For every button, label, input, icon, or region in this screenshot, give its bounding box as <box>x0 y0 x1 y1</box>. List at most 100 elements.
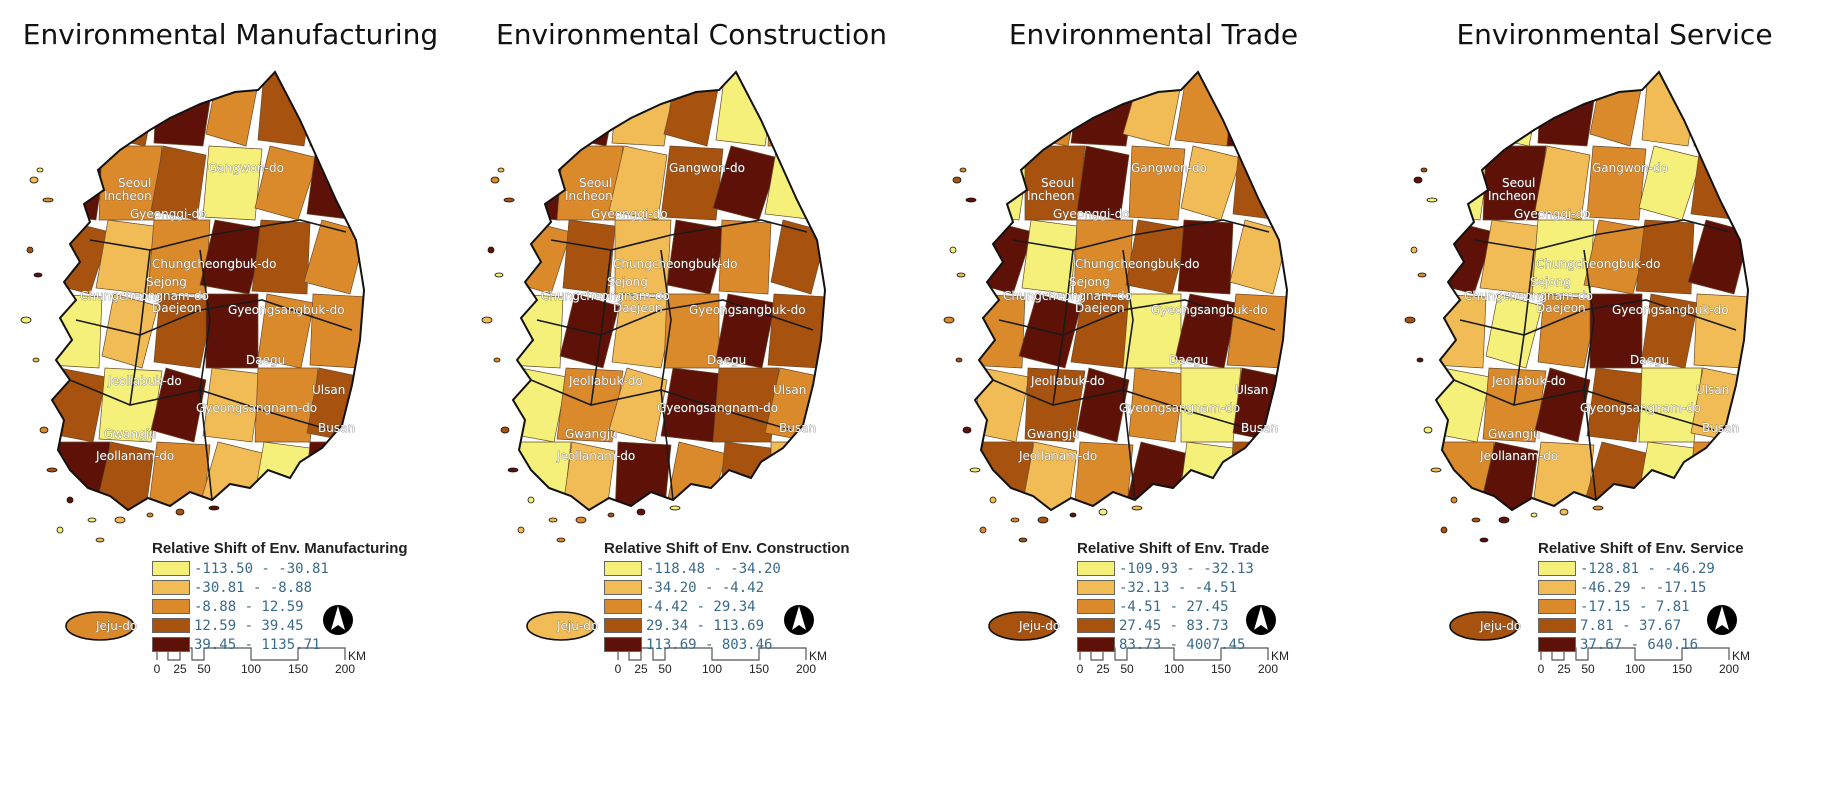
district-region <box>562 219 616 295</box>
scale-tick-label: 150 <box>288 662 308 676</box>
region-label: Daejeon <box>152 301 202 315</box>
island <box>208 505 220 511</box>
region-label: Gyeongsangbuk-do <box>689 303 806 317</box>
district-region <box>101 72 159 147</box>
region-label: Daejeon <box>613 301 663 315</box>
legend-swatch <box>1538 599 1576 614</box>
district-region <box>975 367 1030 443</box>
region-label: Daegu <box>707 353 746 367</box>
legend-label: -32.13 - -4.51 <box>1119 579 1238 596</box>
region-label: Jeju-do <box>95 619 137 633</box>
map-panel: Environmental Service Gangwon-do Seoul Inch… <box>1384 0 1845 806</box>
scale-tick-label: 100 <box>1625 662 1645 676</box>
legend-swatch <box>1077 561 1115 576</box>
district-region <box>1226 72 1287 147</box>
district-region <box>975 293 1026 369</box>
island <box>636 508 646 516</box>
district-region <box>975 145 1030 221</box>
district-region <box>562 441 616 510</box>
scale-tick-label: 50 <box>197 662 211 676</box>
legend-swatch <box>1077 599 1115 614</box>
island <box>1592 505 1604 511</box>
legend-swatch <box>1538 580 1576 595</box>
legend-entry: 29.34 - 113.69 <box>604 616 850 635</box>
region-label: Gyeongsangbuk-do <box>1151 303 1268 317</box>
region-label: Jeollabuk-do <box>568 374 643 388</box>
scale-tick-label: 50 <box>658 662 672 676</box>
island <box>56 526 64 534</box>
region-label: Seoul <box>579 176 612 190</box>
region-label: Chungcheongnam-do <box>80 289 209 303</box>
scale-tick-label: 0 <box>615 662 622 676</box>
region-label: Gwangju <box>104 427 157 441</box>
region-label: Jeju-do <box>1018 619 1060 633</box>
district-region <box>1021 219 1078 295</box>
island <box>46 467 58 473</box>
north-arrow-icon <box>323 605 353 635</box>
island <box>95 537 105 543</box>
province-boundary <box>1513 249 1535 406</box>
island <box>26 246 34 254</box>
district-region <box>1180 145 1242 221</box>
island <box>943 316 955 324</box>
legend-swatch <box>604 637 642 652</box>
province-boundary <box>536 299 814 336</box>
island <box>500 426 510 434</box>
scale-tick-label: 150 <box>1672 662 1692 676</box>
island <box>1018 537 1028 543</box>
legend-title: Relative Shift of Env. Service <box>1538 540 1744 557</box>
region-label: Chungcheongnam-do <box>1464 289 1593 303</box>
island <box>969 467 981 473</box>
island <box>517 526 525 534</box>
island <box>1069 512 1077 518</box>
mainland-districts <box>1436 72 1748 510</box>
legend-swatch <box>604 599 642 614</box>
island <box>493 357 501 363</box>
region-label: Busan <box>1241 421 1278 435</box>
island <box>114 516 126 524</box>
island <box>175 508 185 516</box>
province-boundary <box>1052 249 1074 406</box>
region-label: Busan <box>779 421 816 435</box>
region-label: Incheon <box>565 189 613 203</box>
district-region <box>1537 293 1599 369</box>
district-region <box>202 367 263 443</box>
region-label: Jeollabuk-do <box>1030 374 1105 388</box>
district-region <box>513 72 564 147</box>
legend-swatch <box>1538 561 1576 576</box>
mainland-outline <box>511 70 827 512</box>
province-boundary <box>129 249 151 406</box>
district-region <box>52 72 103 147</box>
region-label: Daegu <box>1169 353 1208 367</box>
district-region <box>303 219 364 295</box>
north-arrow-icon <box>1246 605 1276 635</box>
region-label: Gyeonggi-do <box>1053 207 1130 221</box>
district-region <box>1125 441 1190 510</box>
island <box>1430 467 1442 473</box>
island <box>39 426 49 434</box>
district-region <box>251 219 311 295</box>
district-region <box>1635 219 1695 295</box>
scale-tick-label: 200 <box>796 662 816 676</box>
legend-swatch <box>604 561 642 576</box>
province-boundary <box>89 219 347 251</box>
panel-title: Environmental Trade <box>1008 18 1299 51</box>
region-label: Chungcheongbuk-do <box>1075 257 1199 271</box>
region-label: Gyeonggi-do <box>130 207 207 221</box>
island <box>1410 246 1418 254</box>
island <box>607 512 615 518</box>
legend: Relative Shift of Env. Manufacturing -113… <box>152 540 408 654</box>
district-region <box>1534 367 1591 443</box>
island <box>33 272 43 278</box>
legend-label: 7.81 - 37.67 <box>1580 617 1682 634</box>
island <box>669 505 681 511</box>
region-label: Sejong <box>1530 275 1571 289</box>
district-region <box>718 219 772 295</box>
region-label: Daegu <box>246 353 285 367</box>
region-label: Gangwon-do <box>1592 161 1668 175</box>
north-arrow-icon <box>784 605 814 635</box>
